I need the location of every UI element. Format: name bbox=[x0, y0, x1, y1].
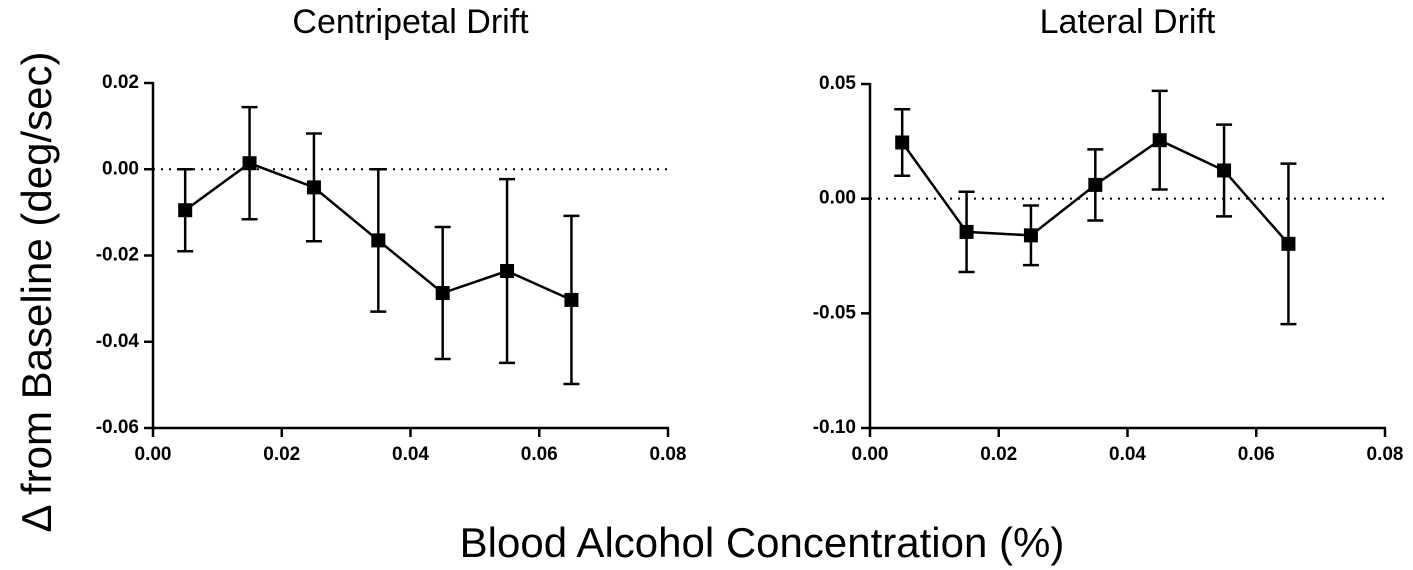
point-marker bbox=[500, 264, 515, 279]
chart-title: Lateral Drift bbox=[1040, 3, 1216, 41]
x-tick-label: 0.08 bbox=[1367, 444, 1404, 465]
y-tick-label: -0.06 bbox=[96, 417, 139, 438]
y-tick-label: 0.02 bbox=[102, 72, 139, 93]
point-marker bbox=[371, 233, 386, 248]
point-marker bbox=[306, 180, 321, 195]
y-tick-label: 0.00 bbox=[819, 188, 856, 209]
point-marker bbox=[435, 286, 450, 301]
y-axis-label: Δ from Baseline (deg/sec) bbox=[13, 52, 60, 533]
y-tick-label: -0.02 bbox=[96, 245, 139, 266]
point-marker bbox=[178, 203, 193, 218]
y-tick-label: -0.05 bbox=[813, 302, 857, 323]
y-tick-label: 0.05 bbox=[819, 73, 856, 94]
x-tick-label: 0.04 bbox=[1109, 444, 1146, 465]
y-tick-label: -0.04 bbox=[96, 331, 140, 352]
point-marker bbox=[895, 135, 910, 150]
x-tick-label: 0.06 bbox=[521, 444, 558, 465]
x-tick-label: 0.02 bbox=[263, 444, 300, 465]
x-axis-label: Blood Alcohol Concentration (%) bbox=[460, 519, 1065, 566]
point-marker bbox=[1217, 163, 1232, 178]
x-tick-label: 0.08 bbox=[650, 444, 687, 465]
point-marker bbox=[242, 156, 257, 171]
y-tick-label: 0.00 bbox=[102, 158, 139, 179]
x-tick-label: 0.00 bbox=[135, 444, 172, 465]
x-tick-label: 0.04 bbox=[392, 444, 429, 465]
chart-title: Centripetal Drift bbox=[292, 3, 529, 41]
point-marker bbox=[1088, 177, 1103, 192]
x-tick-label: 0.02 bbox=[980, 444, 1017, 465]
x-tick-label: 0.06 bbox=[1238, 444, 1275, 465]
y-tick-label: -0.10 bbox=[813, 417, 856, 438]
point-marker bbox=[1023, 228, 1038, 243]
point-marker bbox=[564, 292, 579, 307]
x-tick-label: 0.00 bbox=[852, 444, 889, 465]
point-marker bbox=[1152, 133, 1167, 148]
point-marker bbox=[959, 224, 974, 239]
point-marker bbox=[1281, 236, 1296, 251]
